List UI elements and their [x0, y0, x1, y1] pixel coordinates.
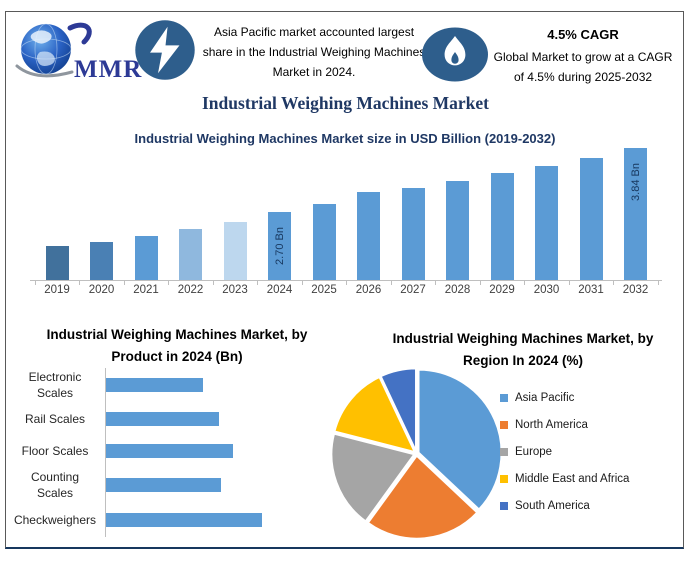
x-tick-label: 2026: [355, 284, 382, 296]
bar-2020: [90, 242, 113, 280]
x-axis-tick: [301, 280, 303, 285]
x-axis-tick: [79, 280, 81, 285]
bar-counting-scales: [106, 478, 221, 492]
logo-text: MMR: [74, 56, 143, 83]
bar-2023: [223, 222, 247, 280]
right-callout-text: Global Market to grow at a CAGR of 4.5% …: [493, 50, 673, 84]
x-tick-label: 2019: [44, 284, 70, 296]
cagr-title: 4.5% CAGR: [547, 27, 619, 42]
x-tick-label: 2032: [622, 284, 649, 296]
x-axis-tick: [613, 280, 615, 285]
legend-marker-icon: [500, 447, 508, 456]
x-axis-tick: [346, 280, 348, 285]
bar-checkweighers: [106, 513, 262, 527]
bar-2032: [624, 148, 647, 280]
x-tick-label: 2030: [533, 284, 560, 296]
region-pie-chart: [331, 368, 502, 539]
bar-2019: [45, 246, 69, 280]
category-label-text: Floor Scales: [21, 444, 89, 458]
legend-label: South America: [515, 499, 590, 512]
category-label-text: Counting Scales: [30, 470, 80, 500]
lightning-icon: [135, 20, 195, 80]
x-tick-label: 2021: [133, 284, 159, 296]
market-size-chart-title: Industrial Weighing Machines Market size…: [134, 131, 556, 146]
x-axis-tick: [212, 280, 214, 285]
category-label-text: Rail Scales: [24, 412, 86, 426]
bar-2022: [179, 229, 202, 280]
pie-slice-asia-pacific: [417, 368, 502, 511]
category-label-text: Checkweighers: [13, 513, 97, 527]
legend-marker-icon: [500, 393, 508, 402]
legend-item-north-america: North America: [500, 411, 629, 438]
x-tick-label: 2024: [266, 284, 293, 296]
x-tick-label: 2028: [444, 284, 471, 296]
legend-label: North America: [515, 418, 588, 431]
x-axis-tick: [390, 280, 392, 285]
x-axis-tick: [524, 280, 526, 285]
x-tick-label: 2029: [489, 284, 515, 296]
legend-label: Asia Pacific: [515, 391, 575, 404]
x-tick-label: 2020: [88, 284, 115, 296]
bar-2021: [134, 236, 158, 280]
x-tick-label: 2025: [311, 284, 337, 296]
category-label-text: Electronic Scales: [28, 370, 82, 400]
x-axis-tick: [34, 280, 36, 285]
x-tick-label: 2027: [400, 284, 426, 296]
bar-2028: [446, 181, 469, 280]
pie-slice-europe: [331, 432, 416, 523]
legend-item-europe: Europe: [500, 438, 629, 465]
x-axis-line: [30, 280, 662, 281]
legend-marker-icon: [500, 474, 508, 483]
pie-slice-south-america: [379, 368, 418, 453]
category-label-counting-scales: Counting Scales: [12, 465, 98, 505]
x-tick-label: 2031: [578, 284, 604, 296]
x-tick-label: 2022: [177, 284, 204, 296]
legend-item-asia-pacific: Asia Pacific: [500, 384, 629, 411]
mmr-logo: MMR: [14, 16, 143, 83]
x-axis-tick: [257, 280, 259, 285]
bar-2031: [579, 158, 603, 280]
bar-2027: [401, 188, 425, 280]
y-axis-line: [105, 368, 106, 537]
x-axis-tick: [479, 280, 481, 285]
category-label-rail-scales: Rail Scales: [12, 399, 98, 439]
pie-legend: Asia Pacific North America Europe Middle Ea…: [500, 384, 629, 519]
category-label-floor-scales: Floor Scales: [12, 431, 98, 471]
x-axis-tick: [168, 280, 170, 285]
legend-label: Europe: [515, 445, 553, 458]
x-axis-tick: [568, 280, 570, 285]
left-callout-text: Asia Pacific market accounted largest sh…: [202, 25, 426, 79]
x-tick-label: 2023: [222, 284, 248, 296]
frame-border: [5, 11, 684, 549]
category-label-checkweighers: Checkweighers: [12, 500, 98, 540]
pie-slice-middle-east-and-africa: [333, 375, 416, 454]
bar-2026: [357, 192, 380, 280]
legend-marker-icon: [500, 420, 508, 429]
bar-floor-scales: [106, 444, 233, 458]
x-axis-tick: [435, 280, 437, 285]
bar-rail-scales: [106, 412, 219, 426]
product-chart-title: Industrial Weighing Machines Market, by …: [46, 327, 308, 364]
legend-item-middle-east-and-africa: Middle East and Africa: [500, 465, 629, 492]
legend-item-south-america: South America: [500, 492, 629, 519]
region-chart-title: Industrial Weighing Machines Market, by …: [392, 331, 654, 368]
x-axis-tick: [123, 280, 125, 285]
page-title: Industrial Weighing Machines Market: [202, 93, 489, 113]
bar-2025: [312, 204, 336, 280]
globe-icon: [15, 22, 92, 78]
flame-icon: [422, 27, 488, 82]
bar-2024: [268, 212, 291, 280]
legend-label: Middle East and Africa: [515, 472, 630, 485]
bar-electronic-scales: [106, 378, 203, 392]
pie-slice-north-america: [366, 454, 479, 539]
category-label-electronic-scales: Electronic Scales: [12, 365, 98, 405]
legend-marker-icon: [500, 501, 508, 510]
bar-2030: [535, 166, 558, 280]
x-axis-tick: [657, 280, 659, 285]
bar-2029: [490, 173, 514, 280]
